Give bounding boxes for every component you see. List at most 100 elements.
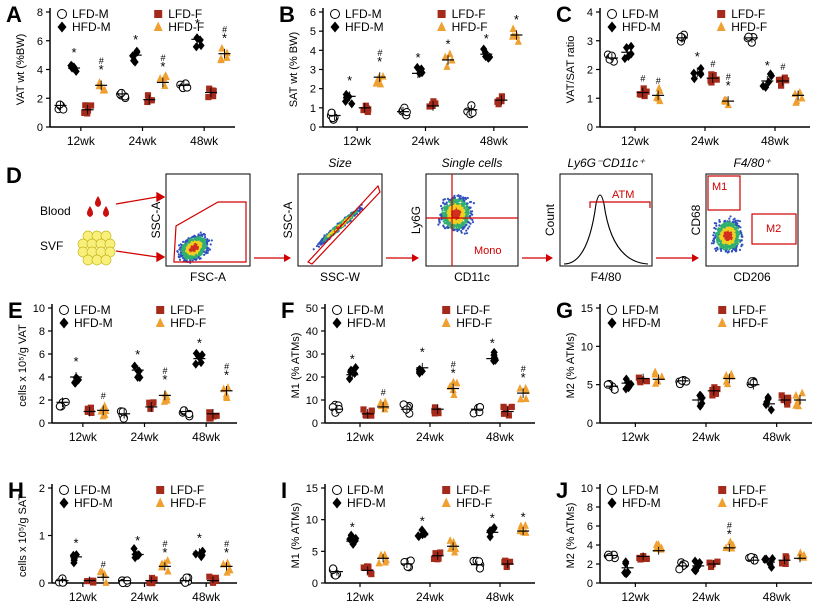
y-tick-label: 4 bbox=[587, 7, 593, 19]
gating-arrow-head bbox=[692, 254, 699, 262]
legend-marker-lfd-f bbox=[442, 486, 451, 494]
data-point-hfd-m bbox=[627, 41, 635, 51]
event-dot bbox=[445, 218, 448, 221]
legend-marker-hfd-m bbox=[330, 21, 340, 33]
event-dot bbox=[740, 243, 744, 246]
event-dot bbox=[333, 227, 336, 230]
data-point-hfd-m bbox=[135, 366, 143, 376]
panel-label-D: D bbox=[6, 163, 22, 188]
event-dot bbox=[715, 239, 719, 242]
significance-star: * bbox=[160, 59, 165, 74]
y-tick-label: 15 bbox=[581, 303, 593, 315]
y-tick-label: 8 bbox=[37, 7, 43, 19]
event-dot bbox=[710, 242, 713, 245]
data-point-lfd-f bbox=[432, 550, 439, 557]
data-point-lfd-f bbox=[366, 569, 373, 576]
y-axis-label: M1 (% ATMs) bbox=[290, 333, 302, 399]
event-dot bbox=[739, 226, 742, 229]
y-tick-label: 6 bbox=[37, 36, 43, 48]
event-dot bbox=[449, 226, 452, 229]
legend-label-lfd-f: LFD-F bbox=[168, 7, 202, 21]
event-dot bbox=[465, 210, 469, 213]
data-point-hfd-m bbox=[417, 66, 425, 76]
event-dot bbox=[460, 229, 463, 233]
event-dot bbox=[720, 249, 723, 252]
legend-label-lfd-m: LFD-M bbox=[622, 7, 659, 21]
significance-star: * bbox=[521, 509, 526, 524]
event-dot bbox=[317, 243, 320, 246]
event-dot bbox=[189, 259, 192, 262]
event-dot bbox=[463, 232, 466, 235]
event-dot bbox=[190, 247, 194, 250]
data-point-hfd-m bbox=[766, 559, 774, 569]
event-dot bbox=[458, 207, 461, 210]
data-point-hfd-m bbox=[71, 378, 80, 388]
event-dot bbox=[730, 250, 733, 253]
event-dot bbox=[320, 242, 324, 246]
data-point-hfd-m bbox=[192, 42, 200, 52]
flow-plot-4: Ly6G⁻CD11c⁺ F4/80 Count ATM bbox=[543, 156, 699, 284]
data-point-lfd-m bbox=[475, 564, 484, 573]
panel-label-H: H bbox=[8, 478, 24, 503]
event-dot bbox=[449, 211, 452, 214]
gating-arrow-head bbox=[546, 254, 553, 262]
event-dot bbox=[326, 235, 329, 238]
data-point-lfd-m bbox=[327, 108, 336, 117]
legend-marker-hfd-m bbox=[59, 497, 69, 509]
gate-box-m1 bbox=[707, 175, 741, 211]
panel-label-C: C bbox=[556, 2, 572, 27]
data-point-hfd-m bbox=[692, 566, 700, 576]
data-point-hfd-f bbox=[509, 24, 517, 33]
flow-plot-title: F4/80⁺ bbox=[733, 156, 772, 170]
source-label-blood: Blood bbox=[40, 204, 71, 218]
legend-marker-lfd-f bbox=[717, 10, 726, 18]
event-dot bbox=[461, 224, 464, 227]
event-dot bbox=[202, 232, 205, 236]
event-dot bbox=[443, 227, 447, 230]
event-dot bbox=[715, 222, 718, 225]
event-dot bbox=[177, 253, 180, 256]
data-point-hfd-f bbox=[225, 565, 234, 573]
fat-cell bbox=[91, 254, 103, 266]
event-dot bbox=[200, 251, 203, 254]
data-point-hfd-f bbox=[160, 74, 168, 82]
event-dot bbox=[193, 249, 196, 252]
event-dot bbox=[183, 244, 186, 247]
legend-label-hfd-m: HFD-M bbox=[72, 20, 111, 34]
data-point-hfd-m bbox=[767, 562, 776, 572]
y-axis-label: cells x 10⁵/g SAT bbox=[17, 494, 29, 578]
y-axis-label: SAT wt (% BW) bbox=[288, 32, 300, 107]
significance-star: * bbox=[484, 31, 489, 46]
data-point-hfd-m bbox=[696, 401, 704, 411]
significance-hash: # bbox=[101, 560, 107, 570]
event-dot bbox=[713, 226, 716, 230]
data-point-hfd-m bbox=[621, 568, 629, 578]
data-point-hfd-m bbox=[490, 524, 498, 534]
fat-cell bbox=[82, 254, 94, 266]
event-dot bbox=[449, 198, 452, 201]
y-tick-label: 30 bbox=[306, 349, 318, 361]
flow-x-label: CD206 bbox=[733, 270, 771, 284]
event-dot bbox=[355, 210, 358, 213]
data-point-hfd-f bbox=[450, 537, 458, 546]
event-dot bbox=[200, 242, 203, 246]
data-point-hfd-m bbox=[131, 57, 139, 67]
event-dot bbox=[736, 235, 740, 238]
event-dot bbox=[203, 235, 207, 239]
data-point-hfd-f bbox=[101, 401, 109, 410]
significance-star: * bbox=[197, 335, 202, 350]
event-dot bbox=[191, 243, 194, 246]
event-dot bbox=[445, 201, 448, 204]
legend-marker-hfd-m bbox=[59, 317, 69, 329]
event-dot bbox=[729, 226, 732, 230]
data-point-hfd-m bbox=[414, 531, 422, 541]
event-dot bbox=[447, 214, 450, 218]
event-dot bbox=[460, 231, 463, 234]
data-point-hfd-m bbox=[624, 383, 633, 393]
event-dot bbox=[472, 201, 476, 205]
event-dot bbox=[323, 241, 326, 244]
y-axis-label: M2 (% ATMs) bbox=[565, 333, 577, 399]
y-tick-label: 50 bbox=[306, 303, 318, 315]
data-point-hfd-f bbox=[223, 393, 231, 402]
